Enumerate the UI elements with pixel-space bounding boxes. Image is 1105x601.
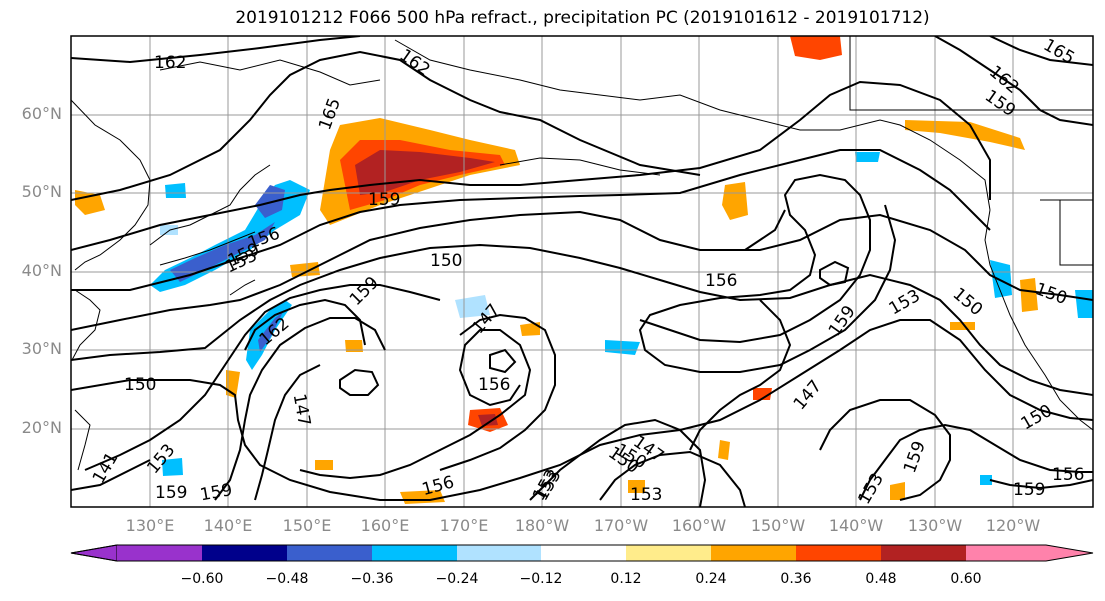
colorbar-tick: 0.36 (780, 571, 812, 587)
colorbar-segment-1 (202, 545, 287, 561)
colorbar-tick: 0.24 (695, 571, 727, 587)
colorbar-segment-3 (372, 545, 457, 561)
colorbar-tick: 0.48 (865, 571, 897, 587)
lat-label: 40°N (21, 261, 62, 280)
contour-label: 156 (705, 271, 737, 291)
contour-label: 156 (478, 375, 510, 395)
colorbar-segment-6 (626, 545, 711, 561)
colorbar-segment-0-body (117, 545, 202, 561)
colorbar-tick: −0.48 (265, 571, 309, 587)
contour-label: 153 (630, 485, 662, 505)
lon-label: 140°E (203, 516, 253, 535)
colorbar-segment-9 (881, 545, 966, 561)
contour-lines (71, 36, 1093, 507)
map-area: 162 162 165 165 162 159 159 156 153 159 … (71, 36, 1093, 507)
map-title: 2019101212 F066 500 hPa refract., precip… (235, 8, 930, 28)
precip-shading (75, 36, 1093, 504)
colorbar-segment-7 (711, 545, 796, 561)
contour-label: 156 (1052, 465, 1084, 485)
lon-label: 150°W (750, 516, 806, 535)
contour-label: 162 (154, 53, 186, 73)
colorbar-segment-2 (287, 545, 372, 561)
contour-label: 150 (124, 375, 156, 395)
lon-label: 170°E (439, 516, 489, 535)
colorbar-segment-5 (541, 545, 626, 561)
lon-label: 120°W (985, 516, 1041, 535)
lat-label: 60°N (21, 104, 62, 123)
lon-label: 150°E (282, 516, 332, 535)
colorbar-segment-8 (796, 545, 881, 561)
colorbar-tick: 0.60 (950, 571, 982, 587)
contour-label: 159 (1013, 480, 1045, 500)
colorbar-outline (70, 544, 1094, 562)
coastlines (71, 36, 1093, 471)
lon-label: 180°W (514, 516, 570, 535)
colorbar-tick: −0.36 (350, 571, 394, 587)
contour-label: 159 (155, 483, 187, 503)
colorbar-segment-4 (457, 545, 541, 561)
graticule (71, 36, 1093, 507)
colorbar-segment-10 (1046, 545, 1093, 561)
lon-label: 160°E (360, 516, 410, 535)
contour-label: 159 (368, 190, 400, 210)
colorbar-tick: −0.12 (519, 571, 563, 587)
contour-label: 150 (430, 251, 462, 271)
lon-label: 130°E (125, 516, 175, 535)
lat-label: 20°N (21, 418, 62, 437)
colorbar-tick: −0.24 (435, 571, 479, 587)
lon-label: 170°W (593, 516, 649, 535)
lat-label: 50°N (21, 182, 62, 201)
lon-label: 130°W (907, 516, 963, 535)
colorbar-segment-0 (70, 544, 118, 562)
colorbar (70, 544, 1094, 562)
map-frame (70, 35, 1094, 508)
colorbar-tick: 0.12 (610, 571, 642, 587)
colorbar-tick: −0.60 (180, 571, 224, 587)
lat-label: 30°N (21, 339, 62, 358)
colorbar-segment-10-body (966, 545, 1046, 561)
lon-label: 140°W (828, 516, 884, 535)
lon-label: 160°W (671, 516, 727, 535)
